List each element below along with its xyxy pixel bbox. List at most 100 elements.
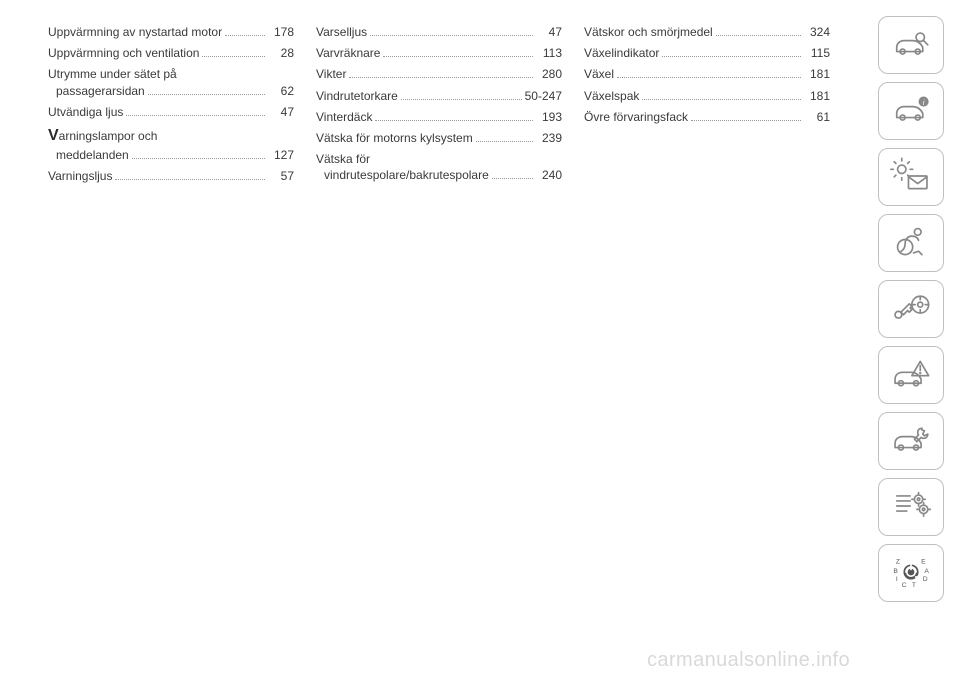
index-label: Växelindikator: [584, 45, 659, 61]
index-page: 181: [804, 66, 830, 82]
car-info-icon: i: [890, 91, 932, 132]
index-entry: Varvräknare 113: [316, 45, 562, 61]
index-label: Vinterdäck: [316, 109, 372, 125]
index-page: 28: [268, 45, 294, 61]
section-icon-rail: i EADTCIBZ: [878, 16, 944, 602]
leader-dots: [370, 26, 533, 36]
index-page: 57: [268, 168, 294, 184]
index-label: Vätska för: [316, 151, 370, 167]
section-tab-key-wheel[interactable]: [878, 280, 944, 338]
section-tab-airbag[interactable]: [878, 214, 944, 272]
list-gears-icon: [890, 487, 932, 528]
leader-dots: [401, 90, 522, 100]
car-wrench-icon: [890, 421, 932, 462]
car-triangle-icon: [890, 355, 932, 396]
index-page: 62: [268, 83, 294, 99]
index-label: Varningsljus: [48, 168, 112, 184]
section-tab-alphabet[interactable]: EADTCIBZ: [878, 544, 944, 602]
leader-dots: [691, 111, 801, 121]
index-entry: Varningsljus 57: [48, 168, 294, 184]
index-page: 324: [804, 24, 830, 40]
index-label: meddelanden: [48, 147, 129, 163]
index-label: Övre förvaringsfack: [584, 109, 688, 125]
index-entry: Vikter280: [316, 66, 562, 82]
svg-text:C: C: [902, 582, 907, 589]
index-label: Vätska för motorns kylsystem: [316, 130, 473, 146]
index-entry: Växelspak 181: [584, 88, 830, 104]
leader-dots: [115, 170, 265, 180]
section-tab-car-wrench[interactable]: [878, 412, 944, 470]
leader-dots: [202, 48, 265, 58]
leader-dots: [383, 48, 533, 58]
leader-dots: [662, 48, 801, 58]
index-label: Vätskor och smörjmedel: [584, 24, 713, 40]
index-page: 50-247: [525, 88, 562, 104]
leader-dots: [148, 85, 265, 95]
index-label: Varvräknare: [316, 45, 380, 61]
index-label: passagerarsidan: [48, 83, 145, 99]
index-label: Växelspak: [584, 88, 639, 104]
section-tab-car-search[interactable]: [878, 16, 944, 74]
index-column: Uppvärmning av nystartad motor178Uppvärm…: [48, 24, 294, 189]
index-column: Varselljus47 Varvräknare 113 Vikter280 Vindr…: [316, 24, 562, 189]
index-entry: Vätskor och smörjmedel 324: [584, 24, 830, 40]
section-tab-car-triangle[interactable]: [878, 346, 944, 404]
index-entry: Vätska för: [316, 151, 562, 167]
index-entry: Vinterdäck 193: [316, 109, 562, 125]
index-page: 61: [804, 109, 830, 125]
leader-dots: [716, 26, 801, 36]
index-entry: Utvändiga ljus 47: [48, 104, 294, 120]
svg-text:A: A: [924, 567, 929, 574]
svg-text:D: D: [923, 576, 928, 583]
section-tab-sun-mail[interactable]: [878, 148, 944, 206]
index-entry: Växelindikator 115: [584, 45, 830, 61]
index-page: 113: [536, 45, 562, 61]
index-entry: Uppvärmning och ventilation 28: [48, 45, 294, 61]
airbag-icon: [890, 223, 932, 264]
leader-dots: [225, 26, 265, 36]
svg-text:B: B: [893, 567, 898, 574]
car-search-icon: [890, 25, 932, 66]
index-label: Vindrutetorkare: [316, 88, 398, 104]
index-entry: vindrutespolare/bakrutespolare240: [316, 167, 562, 183]
index-page: 115: [804, 45, 830, 61]
index-columns: Uppvärmning av nystartad motor178Uppvärm…: [48, 24, 838, 189]
index-page: 47: [268, 104, 294, 120]
leader-dots: [492, 170, 533, 180]
svg-text:E: E: [921, 558, 926, 565]
index-label: Uppvärmning och ventilation: [48, 45, 199, 61]
svg-text:I: I: [896, 576, 898, 583]
index-label: Varselljus: [316, 24, 367, 40]
index-label: Uppvärmning av nystartad motor: [48, 24, 222, 40]
index-page: 127: [268, 147, 294, 163]
svg-text:Z: Z: [896, 558, 900, 565]
index-entry: Varselljus47: [316, 24, 562, 40]
leader-dots: [349, 69, 533, 79]
index-label: Varningslampor och: [48, 125, 157, 147]
index-page: 181: [804, 88, 830, 104]
leader-dots: [126, 106, 265, 116]
index-entry: Uppvärmning av nystartad motor 178: [48, 24, 294, 40]
index-label: Utvändiga ljus: [48, 104, 123, 120]
index-entry: Vindrutetorkare 50-247: [316, 88, 562, 104]
index-page: 178: [268, 24, 294, 40]
index-entry: Växel 181: [584, 66, 830, 82]
leader-dots: [476, 132, 533, 142]
section-tab-car-info[interactable]: i: [878, 82, 944, 140]
index-label: Utrymme under sätet på: [48, 66, 177, 82]
leader-dots: [617, 69, 801, 79]
index-entry: Övre förvaringsfack 61: [584, 109, 830, 125]
alphabet-icon: EADTCIBZ: [890, 553, 932, 594]
index-page: 239: [536, 130, 562, 146]
leader-dots: [375, 111, 533, 121]
sun-mail-icon: [890, 157, 932, 198]
key-wheel-icon: [890, 289, 932, 330]
index-label: Växel: [584, 66, 614, 82]
index-entry: Utrymme under sätet på: [48, 66, 294, 82]
index-page: 193: [536, 109, 562, 125]
index-label: Vikter: [316, 66, 346, 82]
index-entry: meddelanden 127: [48, 147, 294, 163]
leader-dots: [132, 149, 265, 159]
section-tab-list-gears[interactable]: [878, 478, 944, 536]
watermark: carmanualsonline.info: [647, 649, 850, 672]
